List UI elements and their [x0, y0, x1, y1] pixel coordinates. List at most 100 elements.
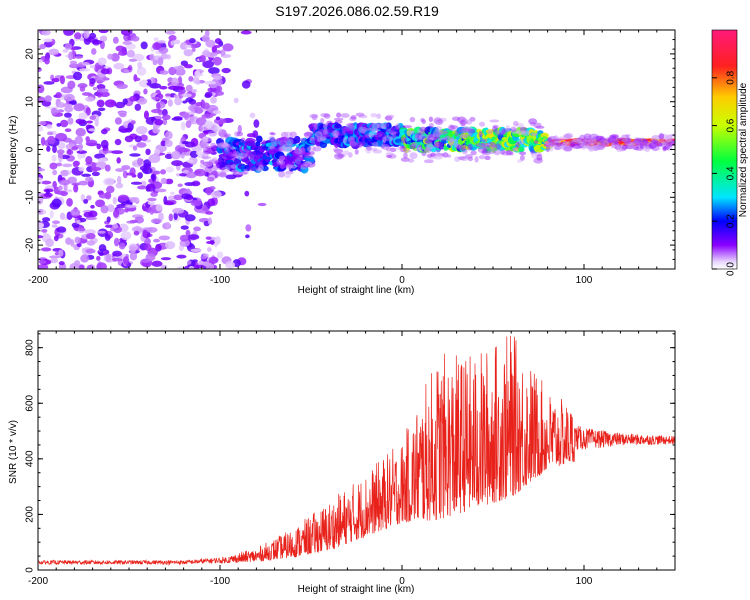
spectrogram-noise-blob [180, 225, 189, 230]
spectrogram-noise-blob [122, 40, 133, 46]
spectrogram-halo-blob [336, 153, 344, 159]
colorbar-tick-label: 0.6 [726, 118, 737, 132]
spectrogram-halo-blob [334, 142, 340, 147]
spectrogram-noise-blob [150, 173, 156, 180]
spectrogram-noise-blob [188, 38, 196, 44]
spectrogram-noise-blob [52, 169, 58, 176]
spectrogram-noise-blob [86, 240, 96, 246]
spectrogram-xlabel: Height of straight line (km) [298, 285, 415, 296]
spectrogram-noise-blob [63, 30, 75, 36]
spectrogram-halo-blob [528, 118, 538, 125]
spectrogram-halo-blob [547, 137, 552, 143]
spectrogram-halo-blob [262, 139, 267, 145]
spectrogram-noise-blob [141, 79, 148, 85]
spectrogram-noise-blob [47, 135, 56, 145]
spectrogram-halo-blob [256, 161, 264, 165]
spectrogram-noise-blob [100, 139, 109, 149]
spectrogram-noise-blob [60, 169, 69, 177]
spectrogram-halo-blob [370, 113, 377, 118]
spectrogram-halo-blob [562, 134, 572, 139]
spectrogram-noise-blob [85, 136, 90, 142]
spectrogram-halo-blob [300, 163, 308, 170]
spectrogram-noise-blob [212, 110, 221, 115]
spectrogram-noise-blob [70, 239, 75, 247]
spectrogram-noise-blob [188, 265, 195, 269]
spectrogram-noise-blob [153, 238, 161, 243]
spectrogram-noise-blob [58, 249, 64, 257]
spectrogram-halo-blob [270, 138, 280, 146]
spectrogram-noise-blob [48, 255, 61, 259]
spectrogram-halo-blob [425, 143, 435, 150]
spectrogram-noise-blob [173, 66, 185, 70]
spectrogram-noise-blob [160, 177, 167, 185]
snr-ylabel: SNR (10 * v/v) [8, 420, 19, 484]
spectrogram-halo-blob [616, 146, 623, 153]
spectrogram-noise-blob [77, 83, 88, 89]
spectrogram-halo-blob [533, 140, 539, 144]
spectrogram-noise-blob [112, 196, 117, 205]
spectrogram-halo-blob [240, 137, 246, 144]
spectrogram-noise-blob [91, 39, 103, 45]
spectrogram-noise-blob [148, 154, 161, 164]
spectrogram-noise-blob [81, 62, 90, 66]
spectrogram-noise-blob [189, 150, 199, 158]
spectrogram-halo-blob [495, 143, 502, 151]
spectrogram-noise-blob [85, 176, 94, 182]
spectrogram-noise-blob [38, 84, 45, 94]
spectrogram-halo-blob [294, 157, 301, 165]
spectrogram-noise-blob [200, 255, 207, 260]
spectrogram-halo-blob [402, 125, 413, 129]
spectrogram-halo-blob [340, 113, 350, 118]
spectrogram-halo-blob [421, 150, 427, 157]
spectrogram-noise-blob [81, 173, 92, 177]
spectrogram-noise-blob [74, 55, 84, 59]
spectrogram-noise-blob [113, 209, 120, 218]
spectrogram-noise-blob [150, 218, 162, 224]
spectrogram-noise-blob [215, 85, 223, 93]
spectrogram-noise-blob [98, 30, 109, 34]
spectrogram-noise-blob [170, 191, 175, 195]
spectrogram-noise-blob [157, 57, 164, 66]
spectrogram-noise-blob [165, 30, 176, 35]
spectrogram-noise-blob [207, 217, 213, 225]
spectrogram-noise-blob [147, 201, 155, 205]
spectrogram-halo-blob [665, 144, 670, 149]
spectrogram-noise-blob [136, 157, 143, 166]
spectrogram-halo-blob [354, 149, 359, 155]
spectrogram-noise-blob [52, 145, 57, 153]
spectrogram-noise-blob [40, 136, 46, 146]
spectrogram-noise-blob [76, 150, 88, 154]
spectrogram-noise-blob [191, 47, 196, 52]
spectrogram-noise-blob [195, 150, 203, 156]
spectrogram-halo-blob [407, 158, 415, 163]
spectrogram-noise-blob [158, 235, 171, 241]
spectrogram-halo-blob [368, 132, 375, 138]
spectrogram-noise-blob [78, 264, 85, 269]
spectrogram-noise-blob [195, 264, 205, 269]
spectrogram-noise-blob [61, 103, 73, 108]
spectrogram-noise-blob [187, 260, 192, 265]
spectrogram-noise-blob [49, 162, 58, 170]
spectrogram-noise-blob [165, 221, 170, 230]
spectrogram-noise-blob [52, 220, 61, 225]
spectrogram-noise-blob [204, 120, 214, 129]
spectrogram-noise-blob [171, 160, 183, 167]
spectrogram-halo-blob [481, 142, 489, 147]
spectrogram-noise-blob [198, 55, 206, 63]
spectrogram-halo-blob [355, 112, 365, 117]
spectro-ytick-label: 10 [25, 96, 36, 108]
spectrogram-noise-blob [113, 237, 120, 247]
spectrogram-noise-blob [129, 245, 137, 254]
spectrogram-noise-blob [126, 172, 135, 176]
spectrogram-noise-blob [212, 56, 222, 66]
spectrogram-noise-blob [201, 102, 210, 110]
spectrogram-halo-blob [448, 138, 458, 142]
spectrogram-halo-blob [583, 133, 592, 141]
spectrogram-halo-blob [595, 135, 603, 141]
spectrogram-noise-blob [193, 226, 201, 232]
spectrogram-noise-blob [119, 112, 127, 118]
spectrogram-noise-blob [53, 235, 59, 242]
spectrogram-halo-blob [478, 130, 483, 138]
spectrogram-noise-blob [136, 66, 147, 76]
spectrogram-noise-blob [70, 208, 81, 217]
